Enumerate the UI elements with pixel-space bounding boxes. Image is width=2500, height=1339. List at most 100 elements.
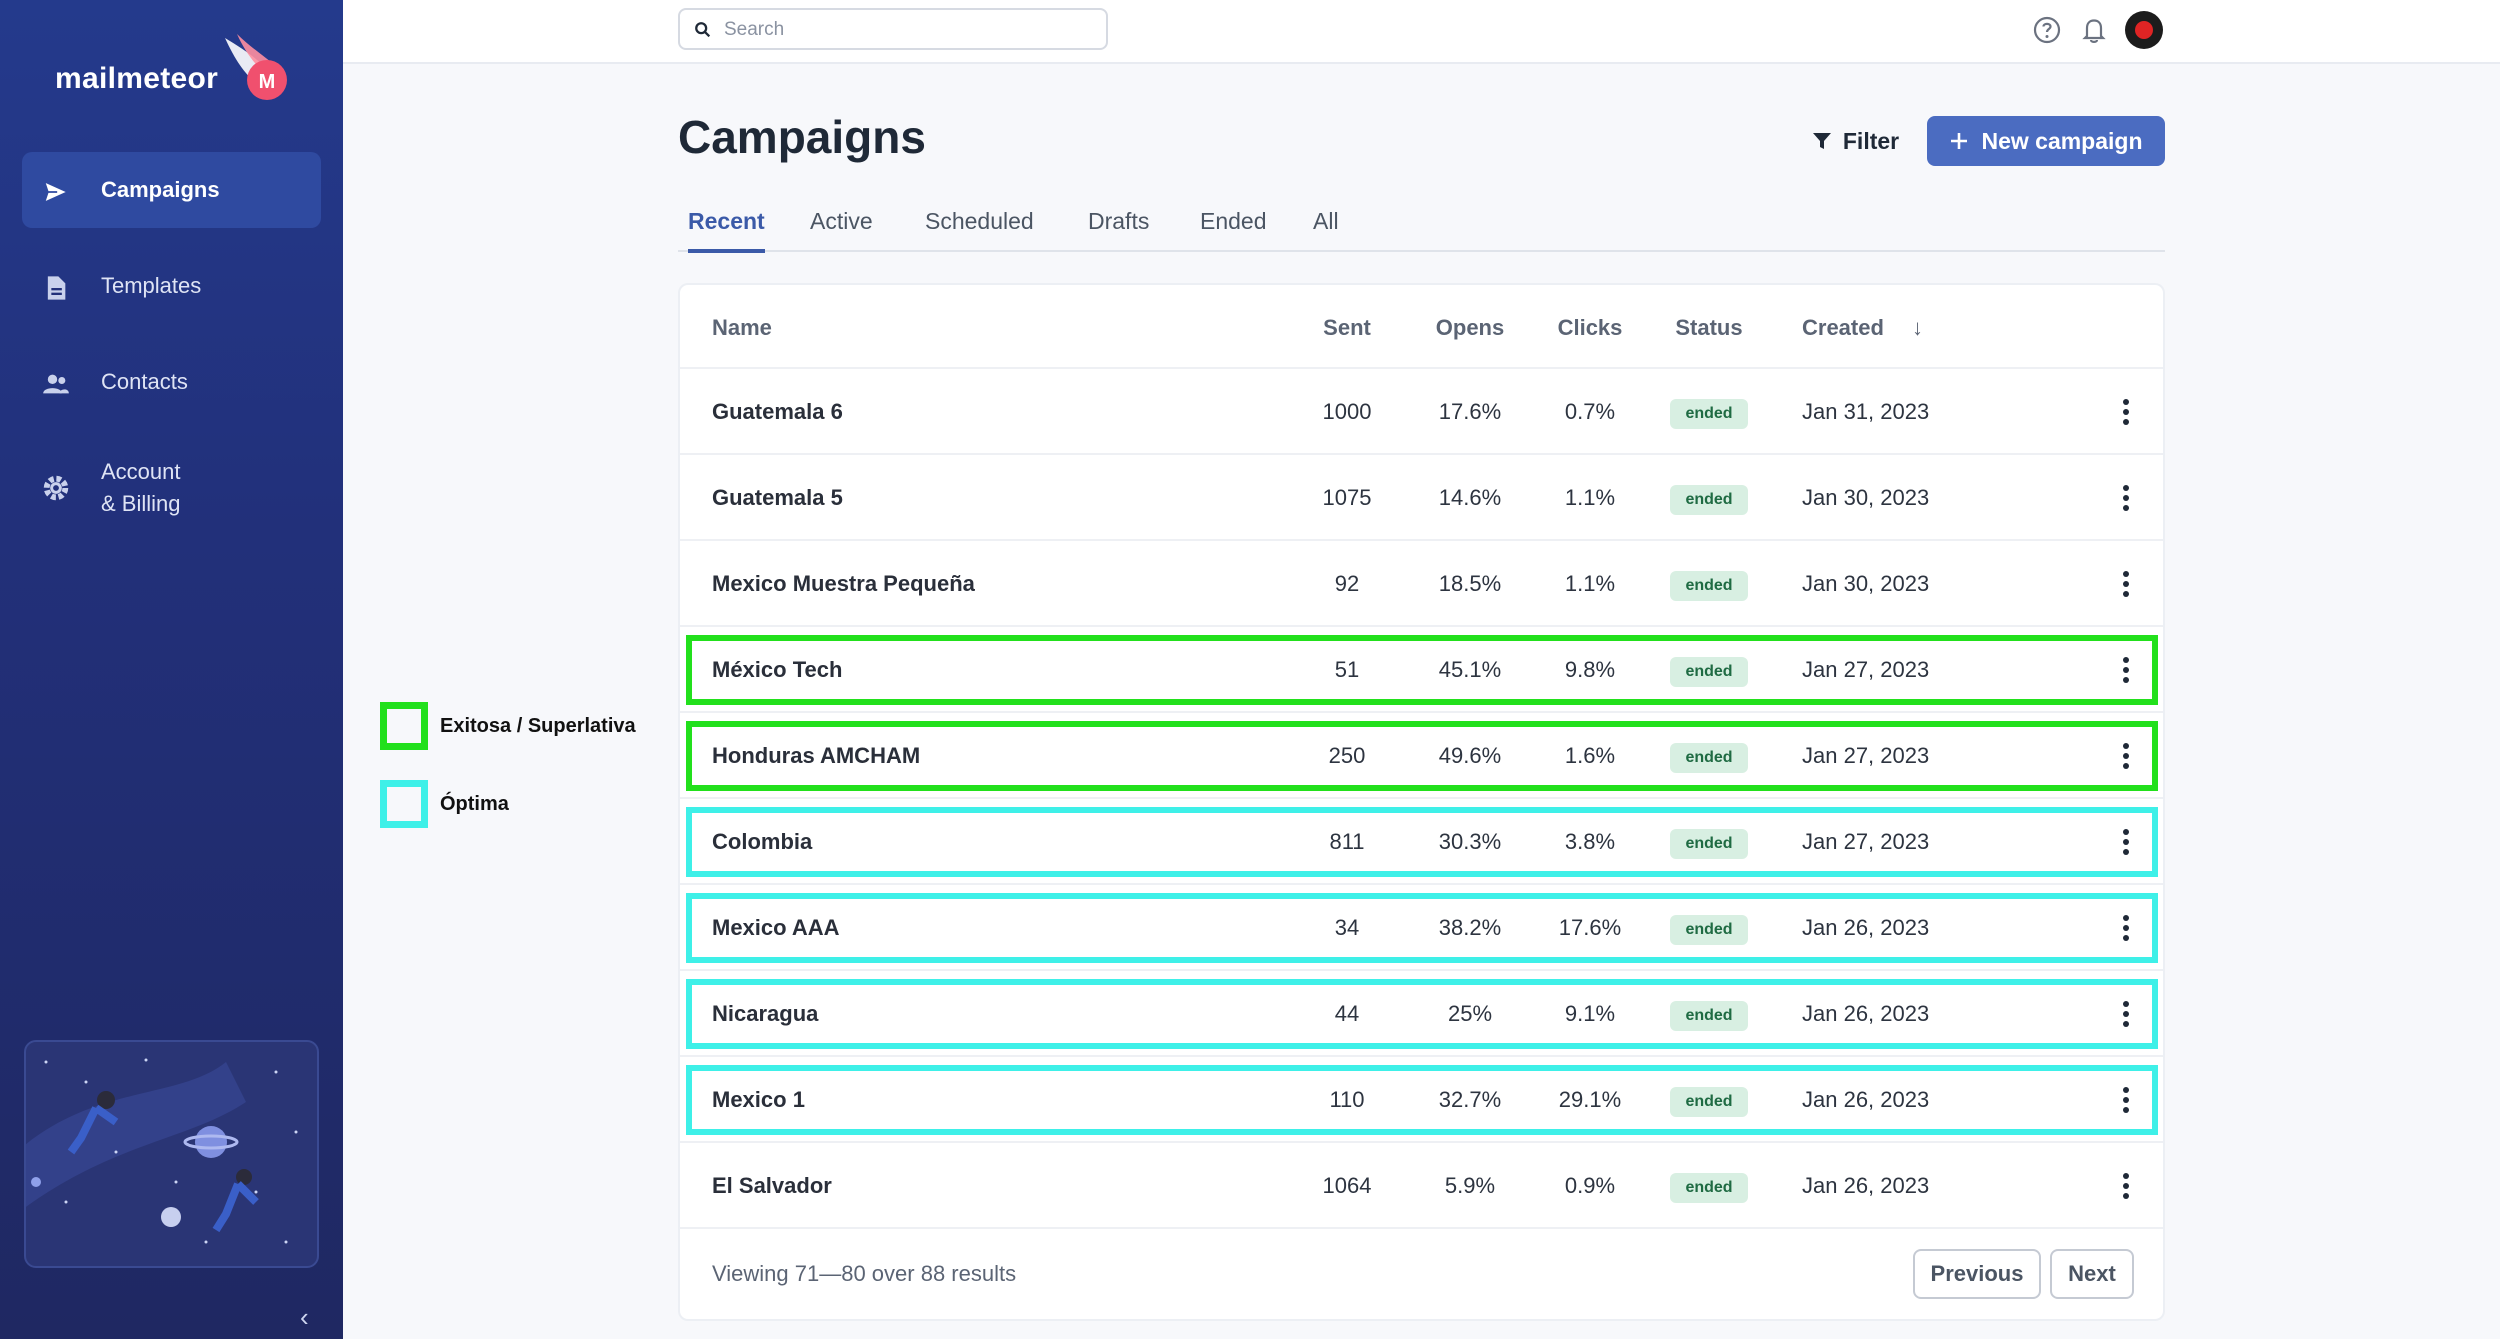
tab-active[interactable]: Active bbox=[810, 208, 873, 234]
table-row[interactable]: Guatemala 6 1000 17.6% 0.7% ended Jan 31, 202… bbox=[680, 369, 2163, 455]
tab-recent[interactable]: Recent bbox=[688, 208, 765, 253]
more-options-icon[interactable] bbox=[2118, 1173, 2134, 1201]
sent-count: 1064 bbox=[1322, 1173, 1372, 1198]
column-header-sent[interactable]: Sent bbox=[1323, 315, 1371, 340]
campaign-name[interactable]: México Tech bbox=[712, 657, 843, 682]
created-date: Jan 30, 2023 bbox=[1802, 485, 1930, 510]
sort-arrow-icon[interactable]: ↓ bbox=[1912, 315, 1923, 340]
campaign-name[interactable]: Colombia bbox=[712, 829, 813, 854]
legend-swatch bbox=[380, 780, 428, 828]
status-badge: ended bbox=[1670, 743, 1748, 773]
next-page-button[interactable]: Next bbox=[2050, 1249, 2134, 1299]
table-row[interactable]: Colombia 811 30.3% 3.8% ended Jan 27, 2023 bbox=[680, 799, 2163, 885]
status-badge: ended bbox=[1670, 1173, 1748, 1203]
avatar[interactable] bbox=[2125, 11, 2163, 49]
created-date: Jan 26, 2023 bbox=[1802, 915, 1930, 940]
people-icon bbox=[43, 374, 69, 394]
more-options-icon[interactable] bbox=[2118, 485, 2134, 513]
tab-scheduled[interactable]: Scheduled bbox=[925, 208, 1034, 234]
table-row[interactable]: Mexico AAA 34 38.2% 17.6% ended Jan 26, 2023 bbox=[680, 885, 2163, 971]
table-row[interactable]: Mexico Muestra Pequeña 92 18.5% 1.1% ended Ja… bbox=[680, 541, 2163, 627]
campaign-name[interactable]: Mexico Muestra Pequeña bbox=[712, 571, 975, 596]
send-icon bbox=[42, 179, 70, 205]
new-campaign-button[interactable]: New campaign bbox=[1927, 116, 2165, 166]
table-row[interactable]: Honduras AMCHAM 250 49.6% 1.6% ended Jan 27, … bbox=[680, 713, 2163, 799]
help-icon[interactable] bbox=[2031, 14, 2063, 46]
sidebar-item-campaigns[interactable]: Campaigns bbox=[22, 152, 321, 228]
plus-icon bbox=[1951, 133, 1968, 149]
sidebar-item-label: Account & Billing bbox=[101, 456, 181, 520]
campaign-name[interactable]: Guatemala 6 bbox=[712, 399, 843, 424]
created-date: Jan 27, 2023 bbox=[1802, 743, 1930, 768]
svg-text:M: M bbox=[259, 71, 276, 93]
table-header: Name Sent Opens Clicks Status Created ↓ bbox=[680, 285, 2163, 369]
campaign-name[interactable]: Mexico 1 bbox=[712, 1087, 805, 1112]
campaign-name[interactable]: Mexico AAA bbox=[712, 915, 840, 940]
sidebar-item-contacts[interactable]: Contacts bbox=[22, 344, 321, 420]
table-row[interactable]: Mexico 1 110 32.7% 29.1% ended Jan 26, 2023 bbox=[680, 1057, 2163, 1143]
sent-count: 110 bbox=[1329, 1087, 1365, 1112]
tab-all[interactable]: All bbox=[1313, 208, 1339, 234]
column-header-opens[interactable]: Opens bbox=[1435, 315, 1505, 340]
search-box[interactable] bbox=[678, 8, 1108, 50]
brand-logo[interactable]: mailmeteor M bbox=[55, 34, 295, 110]
click-rate: 17.6% bbox=[1558, 915, 1622, 940]
more-options-icon[interactable] bbox=[2118, 657, 2134, 685]
table-row[interactable]: Nicaragua 44 25% 9.1% ended Jan 26, 2023 bbox=[680, 971, 2163, 1057]
sidebar-item-label: Contacts bbox=[101, 369, 188, 394]
sidebar: mailmeteor M Campaigns Templates Contact… bbox=[0, 0, 343, 1339]
click-rate: 0.7% bbox=[1564, 399, 1616, 424]
more-options-icon[interactable] bbox=[2118, 915, 2134, 943]
click-rate: 29.1% bbox=[1558, 1087, 1622, 1112]
top-bar bbox=[343, 0, 2500, 64]
column-header-name[interactable]: Name bbox=[712, 315, 772, 340]
sidebar-item-account-billing[interactable]: Account & Billing bbox=[22, 440, 321, 536]
table-row[interactable]: Guatemala 5 1075 14.6% 1.1% ended Jan 30, 202… bbox=[680, 455, 2163, 541]
pagination-summary: Viewing 71—80 over 88 results bbox=[712, 1261, 1017, 1286]
status-badge: ended bbox=[1670, 399, 1748, 429]
column-header-clicks[interactable]: Clicks bbox=[1557, 315, 1623, 340]
funnel-icon bbox=[1812, 133, 1831, 149]
column-header-created[interactable]: Created bbox=[1802, 315, 1884, 340]
legend-label: Óptima bbox=[440, 793, 509, 815]
collapse-sidebar-button[interactable]: ‹ bbox=[300, 1302, 309, 1332]
status-badge: ended bbox=[1670, 571, 1748, 601]
more-options-icon[interactable] bbox=[2118, 829, 2134, 857]
campaigns-table: Name Sent Opens Clicks Status Created ↓ … bbox=[678, 283, 2165, 1321]
sent-count: 44 bbox=[1334, 1001, 1360, 1026]
campaign-tabs: Recent Active Scheduled Drafts Ended All bbox=[678, 200, 2165, 253]
table-row[interactable]: El Salvador 1064 5.9% 0.9% ended Jan 26, 2023 bbox=[680, 1143, 2163, 1229]
brand-name: mailmeteor bbox=[55, 62, 219, 95]
open-rate: 5.9% bbox=[1444, 1173, 1496, 1198]
campaign-name[interactable]: Guatemala 5 bbox=[712, 485, 843, 510]
sent-count: 51 bbox=[1334, 657, 1360, 682]
page-title: Campaigns bbox=[678, 111, 926, 163]
tab-drafts[interactable]: Drafts bbox=[1088, 208, 1150, 234]
campaign-name[interactable]: El Salvador bbox=[712, 1173, 832, 1198]
column-header-status[interactable]: Status bbox=[1675, 315, 1743, 340]
astronaut-illustration bbox=[26, 1058, 298, 1244]
status-badge: ended bbox=[1670, 1087, 1748, 1117]
table-row[interactable]: México Tech 51 45.1% 9.8% ended Jan 27, 2023 bbox=[680, 627, 2163, 713]
open-rate: 38.2% bbox=[1438, 915, 1502, 940]
tab-ended[interactable]: Ended bbox=[1200, 208, 1267, 234]
more-options-icon[interactable] bbox=[2118, 1001, 2134, 1029]
more-options-icon[interactable] bbox=[2118, 571, 2134, 599]
sent-count: 250 bbox=[1328, 743, 1366, 768]
sidebar-item-templates[interactable]: Templates bbox=[22, 248, 321, 324]
created-date: Jan 27, 2023 bbox=[1802, 829, 1930, 854]
filter-button[interactable]: Filter bbox=[1800, 116, 1910, 166]
click-rate: 1.1% bbox=[1564, 485, 1616, 510]
more-options-icon[interactable] bbox=[2118, 399, 2134, 427]
campaign-name[interactable]: Honduras AMCHAM bbox=[712, 743, 921, 768]
click-rate: 9.1% bbox=[1564, 1001, 1616, 1026]
campaign-name[interactable]: Nicaragua bbox=[712, 1001, 819, 1026]
previous-page-button[interactable]: Previous bbox=[1913, 1249, 2041, 1299]
more-options-icon[interactable] bbox=[2118, 1087, 2134, 1115]
created-date: Jan 26, 2023 bbox=[1802, 1173, 1930, 1198]
bell-icon[interactable] bbox=[2078, 14, 2110, 46]
created-date: Jan 27, 2023 bbox=[1802, 657, 1930, 682]
search-input[interactable] bbox=[724, 16, 1094, 44]
more-options-icon[interactable] bbox=[2118, 743, 2134, 771]
sent-count: 92 bbox=[1334, 571, 1360, 596]
